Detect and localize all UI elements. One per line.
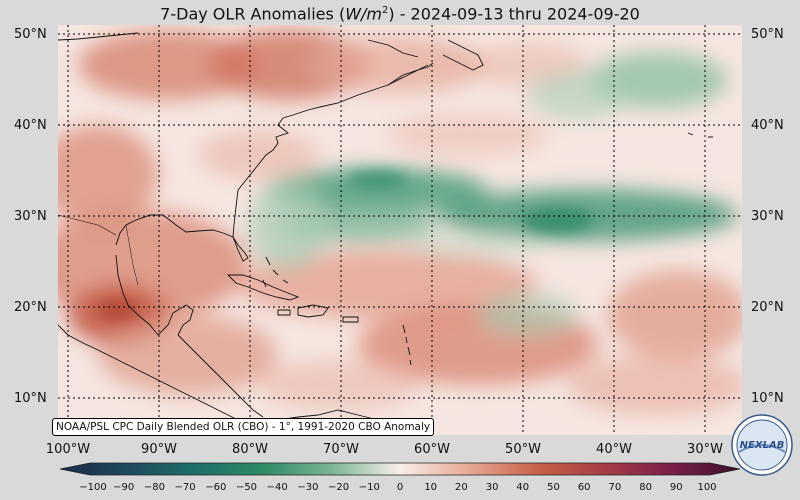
lat-label-20n-left: 20°N (14, 300, 47, 315)
lon-label-70w: 70°W (323, 442, 359, 457)
lat-label-10n-left: 10°N (14, 391, 47, 406)
lon-label-100w: 100°W (45, 442, 91, 457)
colorbar-tick-label: 30 (485, 482, 499, 493)
graticule (58, 25, 742, 435)
colorbar-tick-label: −10 (358, 482, 380, 493)
colorbar-tick-label: 60 (577, 482, 591, 493)
colorbar-tick-label: 50 (547, 482, 560, 493)
lat-label-30n-right: 30°N (751, 209, 784, 224)
lat-label-40n-right: 40°N (751, 118, 784, 133)
lat-label-20n-right: 20°N (751, 300, 784, 315)
colorbar-tick-label: −30 (297, 482, 319, 493)
olr-anomaly-map (58, 25, 742, 435)
title-unit: W/m (345, 4, 382, 24)
lon-label-50w: 50°W (505, 442, 541, 457)
lon-label-60w: 60°W (414, 442, 450, 457)
lat-label-30n-left: 30°N (14, 209, 47, 224)
colorbar-tick-label: −60 (205, 482, 227, 493)
map-title: 7-Day OLR Anomalies (W/m2) - 2024-09-13 … (0, 0, 800, 24)
source-note: NOAA/PSL CPC Daily Blended OLR (CBO) - 1… (52, 418, 435, 436)
colorbar-tick-label: 10 (424, 482, 438, 493)
colorbar-tick-label: 100 (697, 482, 717, 493)
colorbar-tick-label: 20 (455, 482, 468, 493)
colorbar-tick-label: −80 (143, 482, 165, 493)
logo-text: NEXLAB (740, 440, 785, 451)
colorbar (60, 462, 740, 476)
colorbar-tick-label: 80 (639, 482, 652, 493)
colorbar-tick-label: −50 (235, 482, 258, 493)
colorbar-tick-label: 90 (669, 482, 683, 493)
lon-label-90w: 90°W (141, 442, 177, 457)
map-canvas (58, 25, 742, 435)
nexlab-logo: NEXLAB (731, 414, 793, 476)
lat-label-50n-right: 50°N (751, 27, 784, 42)
colorbar-tick-label: 0 (396, 482, 404, 493)
lon-label-30w: 30°W (687, 442, 723, 457)
lat-label-50n-left: 50°N (14, 27, 47, 42)
colorbar-ramp (60, 462, 740, 476)
title-prefix: 7-Day OLR Anomalies ( (160, 4, 346, 24)
title-suffix: ) - 2024-09-13 thru 2024-09-20 (388, 4, 640, 24)
colorbar-tick-label: −70 (174, 482, 196, 493)
title-unit-exponent: 2 (381, 5, 389, 16)
lon-label-40w: 40°W (596, 442, 632, 457)
colorbar-tick-label: 40 (516, 482, 530, 493)
lon-label-80w: 80°W (232, 442, 268, 457)
anomaly-field (58, 30, 742, 415)
colorbar-tick-label: −100 (79, 482, 107, 493)
colorbar-tick-label: 70 (608, 482, 622, 493)
colorbar-tick-label: −90 (113, 482, 135, 493)
colorbar-tick-label: −20 (328, 482, 350, 493)
colorbar-tick-label: −40 (266, 482, 288, 493)
lat-label-40n-left: 40°N (14, 118, 47, 133)
lat-label-10n-right: 10°N (751, 391, 784, 406)
